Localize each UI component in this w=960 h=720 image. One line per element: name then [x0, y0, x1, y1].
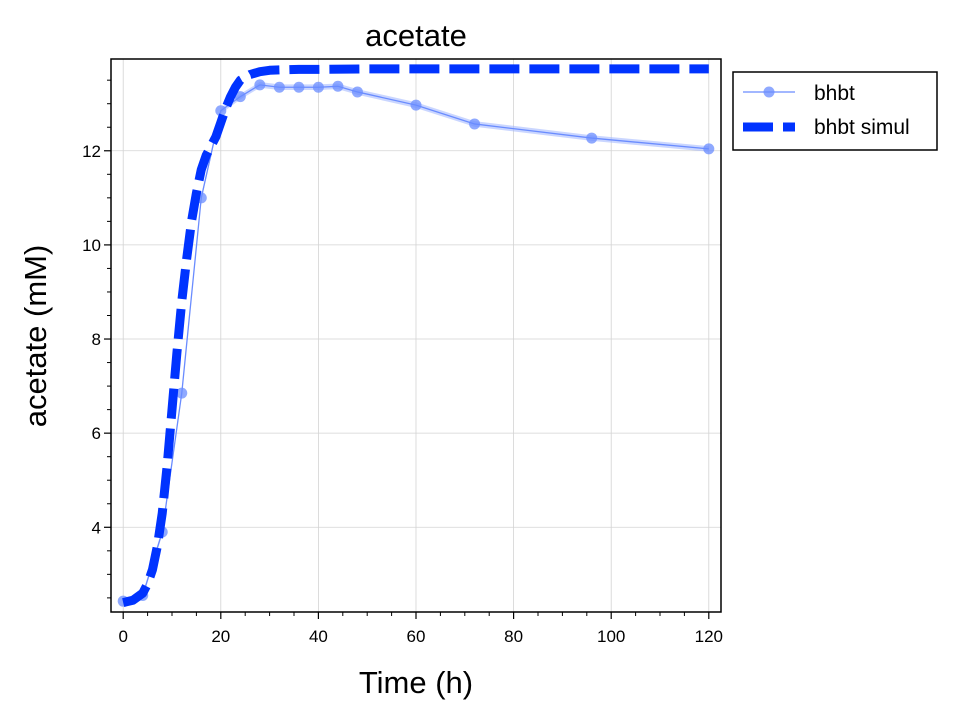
- bhbt-point: [332, 80, 344, 92]
- y-axis-label: acetate (mM): [18, 245, 53, 428]
- y-tick-label: 12: [82, 142, 101, 161]
- x-tick-label: 60: [407, 627, 426, 646]
- x-tick-label: 120: [695, 627, 723, 646]
- x-tick-label: 0: [118, 627, 127, 646]
- bhbt-point: [410, 99, 422, 111]
- y-tick-label: 10: [82, 236, 101, 255]
- grid: [111, 59, 721, 612]
- x-tick-label: 40: [309, 627, 328, 646]
- bhbt-point: [273, 81, 285, 93]
- x-tick-label: 80: [504, 627, 523, 646]
- legend-label-bhbt-simul: bhbt simul: [814, 116, 910, 139]
- bhbt-point: [351, 86, 363, 98]
- chart-title: acetate: [365, 18, 467, 53]
- y-tick-label: 4: [92, 518, 101, 537]
- legend-marker-bhbt: [763, 86, 775, 98]
- x-tick-label: 20: [211, 627, 230, 646]
- bhbt-point: [312, 81, 324, 93]
- bhbt-point: [469, 118, 481, 130]
- legend-label-bhbt: bhbt: [814, 82, 855, 105]
- bhbt-point: [176, 387, 188, 399]
- bhbt-point: [234, 91, 246, 103]
- y-tick-label: 6: [92, 424, 101, 443]
- x-axis-label: Time (h): [359, 665, 473, 700]
- bhbt-point: [254, 79, 266, 91]
- bhbt-point: [293, 81, 305, 93]
- bhbt-simul-line: [122, 64, 709, 607]
- x-tick-label: 100: [597, 627, 625, 646]
- bhbt-point: [215, 105, 227, 117]
- ticks: 0 20 40 60 80 100 120 4 6 8 10 12: [82, 79, 723, 646]
- legend: bhbt bhbt simul: [732, 71, 938, 151]
- y-tick-label: 8: [92, 330, 101, 349]
- bhbt-point: [586, 132, 598, 144]
- bhbt-point: [703, 143, 715, 155]
- series-layer: [117, 64, 715, 607]
- legend-box: [732, 71, 938, 151]
